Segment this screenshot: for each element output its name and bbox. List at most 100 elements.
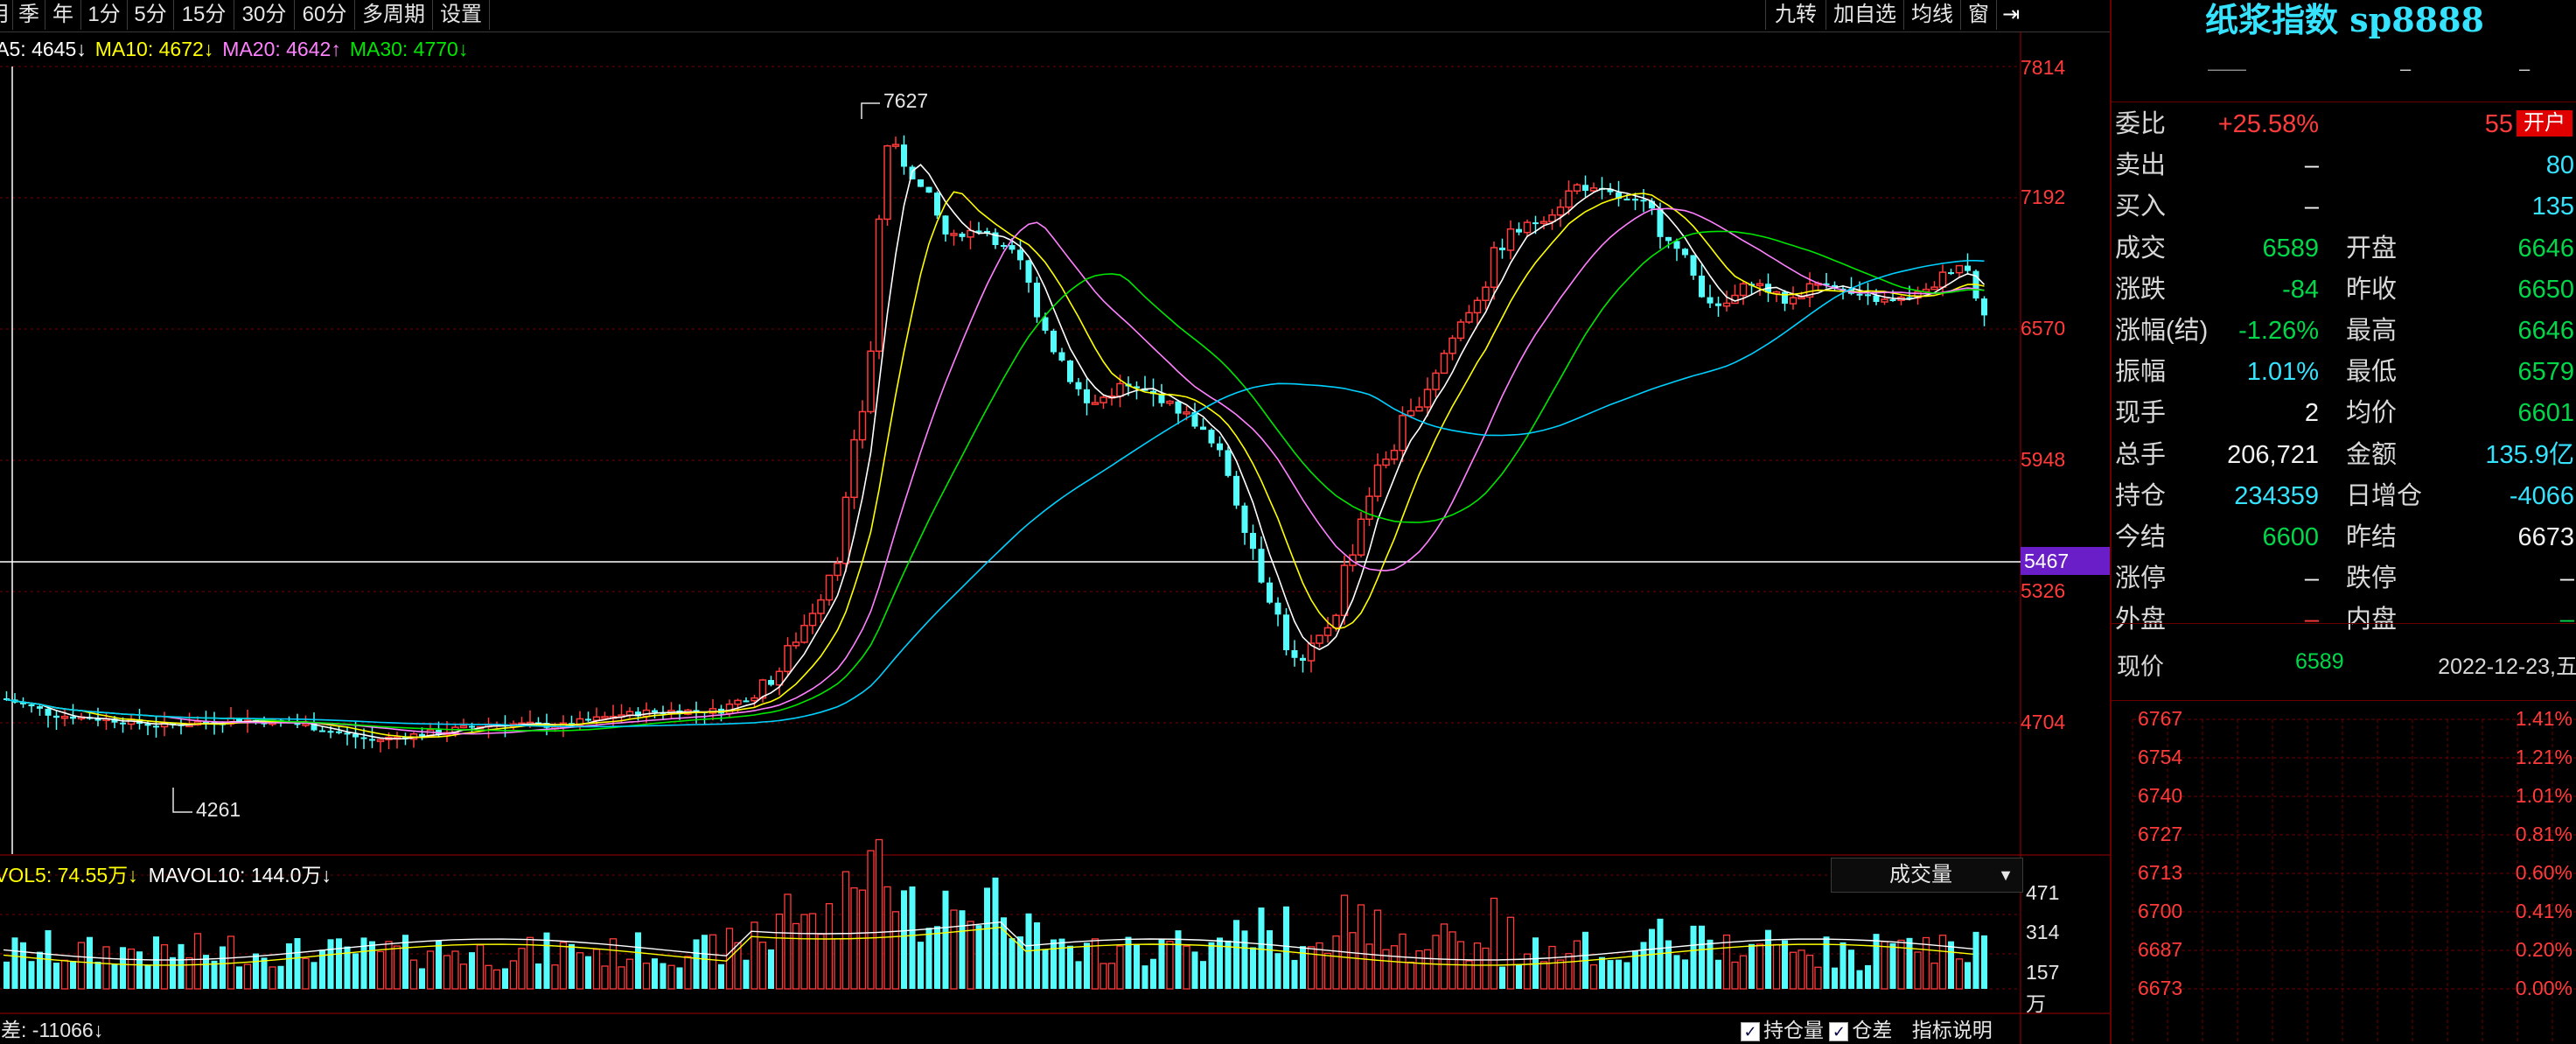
volume-bar: [469, 952, 475, 989]
volume-bar: [1814, 966, 1822, 990]
volume-bar: [393, 945, 401, 990]
candle-down: [768, 680, 774, 685]
indicator-help-link[interactable]: 指标说明: [1911, 1019, 1993, 1041]
indicator-select-label: 成交量: [1889, 863, 1952, 886]
volume-bar: [144, 964, 151, 989]
checkbox-icon[interactable]: ✓: [1741, 1021, 1760, 1041]
quote-row: 外盘 – 内盘 –: [2115, 600, 2574, 639]
candle-down: [327, 731, 334, 733]
open-account-button[interactable]: 开户: [2517, 110, 2573, 137]
candle-up: [891, 144, 900, 147]
volume-bar: [1075, 961, 1082, 989]
expand-panel-icon[interactable]: ⇥: [1996, 0, 2025, 30]
indicator-select[interactable]: 成交量 ▼: [1831, 858, 2023, 893]
candle-down: [1150, 390, 1156, 395]
volume-bar: [841, 871, 850, 990]
volume-bar: [569, 943, 575, 989]
candle-down: [901, 144, 907, 167]
candle-up: [825, 574, 834, 601]
sub-value: –: [2519, 58, 2531, 80]
candle-up: [1573, 184, 1581, 192]
mini-price-tick: 6687: [2138, 938, 2183, 961]
volume-bar: [369, 941, 375, 989]
period-season-tab[interactable]: 季: [13, 0, 45, 30]
volume-bar: [1914, 951, 1922, 990]
period-30min-tab[interactable]: 30分: [234, 0, 295, 30]
period-year-tab[interactable]: 年: [45, 0, 81, 30]
volume-bar: [1051, 939, 1057, 989]
quote-row: 持仓 234359 日增仓 -4066: [2115, 477, 2574, 515]
quote-date: 2022-12-23,五: [2438, 655, 2576, 679]
window-button[interactable]: 窗: [1960, 0, 1996, 30]
checkbox-icon[interactable]: ✓: [1829, 1021, 1849, 1041]
volume-bar: [1225, 940, 1232, 989]
candle-up: [841, 496, 850, 564]
volume-bar: [443, 955, 451, 990]
volume-bar: [925, 928, 932, 989]
volume-bar: [1241, 930, 1248, 989]
volume-bar: [1523, 953, 1532, 990]
volume-bar: [60, 959, 69, 990]
candle-up: [1465, 312, 1473, 323]
volume-bar: [170, 956, 176, 989]
candle-down: [1673, 241, 1680, 249]
candle-down: [1158, 394, 1165, 403]
settings-tab[interactable]: 设置: [433, 0, 490, 30]
quote-value: 55: [2484, 110, 2513, 138]
candle-down: [1274, 602, 1281, 615]
candle-up: [376, 739, 385, 743]
volume-bar: [901, 890, 907, 989]
volume-bar: [1091, 938, 1100, 990]
volume-bar: [1739, 955, 1748, 990]
candle-down: [992, 232, 999, 246]
volume-bar: [667, 964, 675, 990]
candle-down: [353, 733, 359, 738]
quote-value: +25.58%: [2217, 110, 2319, 138]
add-watchlist-button[interactable]: 加自选: [1826, 0, 1903, 30]
volume-bar: [959, 910, 966, 989]
candle-up: [1100, 396, 1107, 403]
open-interest-toggle[interactable]: 持仓量: [1763, 1019, 1824, 1041]
period-month-tab[interactable]: 月: [0, 0, 13, 30]
volume-bar: [609, 938, 618, 990]
candle-down: [1616, 192, 1622, 200]
quote-value: –: [2304, 564, 2319, 593]
candle-up: [758, 679, 767, 699]
volume-bar: [660, 963, 667, 989]
candle-up: [1407, 410, 1415, 417]
candle-up: [1548, 214, 1556, 222]
candle-up: [1382, 459, 1390, 466]
nine-turn-button[interactable]: 九转: [1765, 0, 1826, 30]
volume-bar: [20, 942, 26, 989]
volume-bar: [1589, 963, 1598, 990]
period-15min-tab[interactable]: 15分: [174, 0, 234, 30]
ma30-legend: MA30: 4770↓: [349, 38, 469, 60]
volume-bar: [1482, 947, 1490, 990]
quote-label: 跌停: [2346, 564, 2398, 593]
position-diff-toggle[interactable]: 仓差: [1852, 1019, 1893, 1041]
candle-up: [875, 218, 883, 353]
volume-bar: [1200, 961, 1206, 989]
volume-bar: [409, 959, 418, 990]
kline-chart[interactable]: [0, 0, 2110, 1044]
volume-bar: [1349, 932, 1357, 990]
candle-down: [311, 723, 318, 731]
price-tick: 6570: [2021, 317, 2066, 340]
candle-down: [959, 233, 966, 237]
ma5-line: [6, 164, 1986, 740]
mini-price-tick: 6727: [2138, 823, 2183, 845]
candle-down: [975, 230, 982, 233]
period-1min-tab[interactable]: 1分: [81, 0, 128, 30]
quote-value: 6589: [2262, 234, 2319, 263]
ma-lines-button[interactable]: 均线: [1903, 0, 1960, 30]
volume-bar: [311, 962, 318, 989]
period-5min-tab[interactable]: 5分: [128, 0, 174, 30]
quote-label: 卖出: [2115, 151, 2167, 180]
volume-bar: [436, 940, 442, 989]
candle-down: [1532, 222, 1539, 225]
candle-up: [1565, 190, 1573, 208]
volume-bar: [942, 890, 949, 989]
period-60min-tab[interactable]: 60分: [295, 0, 355, 30]
multi-period-tab[interactable]: 多周期: [355, 0, 433, 30]
volume-bar: [975, 925, 982, 989]
